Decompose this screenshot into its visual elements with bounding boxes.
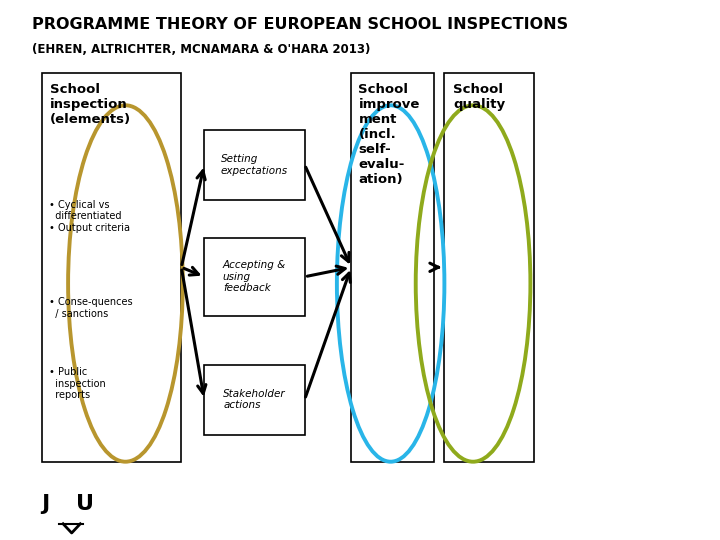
Text: PROGRAMME THEORY OF EUROPEAN SCHOOL INSPECTIONS: PROGRAMME THEORY OF EUROPEAN SCHOOL INSP… xyxy=(32,17,568,32)
Bar xyxy=(204,238,305,316)
Text: (EHREN, ALTRICHTER, MCNAMARA & O'HARA 2013): (EHREN, ALTRICHTER, MCNAMARA & O'HARA 20… xyxy=(32,43,371,56)
Bar xyxy=(204,364,305,435)
Bar xyxy=(42,73,181,462)
Text: Accepting &
using
feedback: Accepting & using feedback xyxy=(222,260,286,293)
Text: J: J xyxy=(42,494,50,514)
Bar xyxy=(444,73,534,462)
Bar xyxy=(204,130,305,200)
Text: • Public
  inspection
  reports: • Public inspection reports xyxy=(49,367,106,400)
Text: Setting
expectations: Setting expectations xyxy=(221,154,288,176)
Text: • Conse-quences
  / sanctions: • Conse-quences / sanctions xyxy=(49,297,132,319)
Text: School
quality: School quality xyxy=(453,83,505,111)
Bar xyxy=(351,73,433,462)
Text: • Cyclical vs
  differentiated
• Output criteria: • Cyclical vs differentiated • Output cr… xyxy=(49,200,130,233)
Text: School
improve
ment
(incl.
self-
evalu-
ation): School improve ment (incl. self- evalu- … xyxy=(359,83,420,186)
Text: U: U xyxy=(76,494,94,514)
Text: Stakeholder
actions: Stakeholder actions xyxy=(223,389,286,410)
Text: School
inspection
(elements): School inspection (elements) xyxy=(50,83,131,126)
